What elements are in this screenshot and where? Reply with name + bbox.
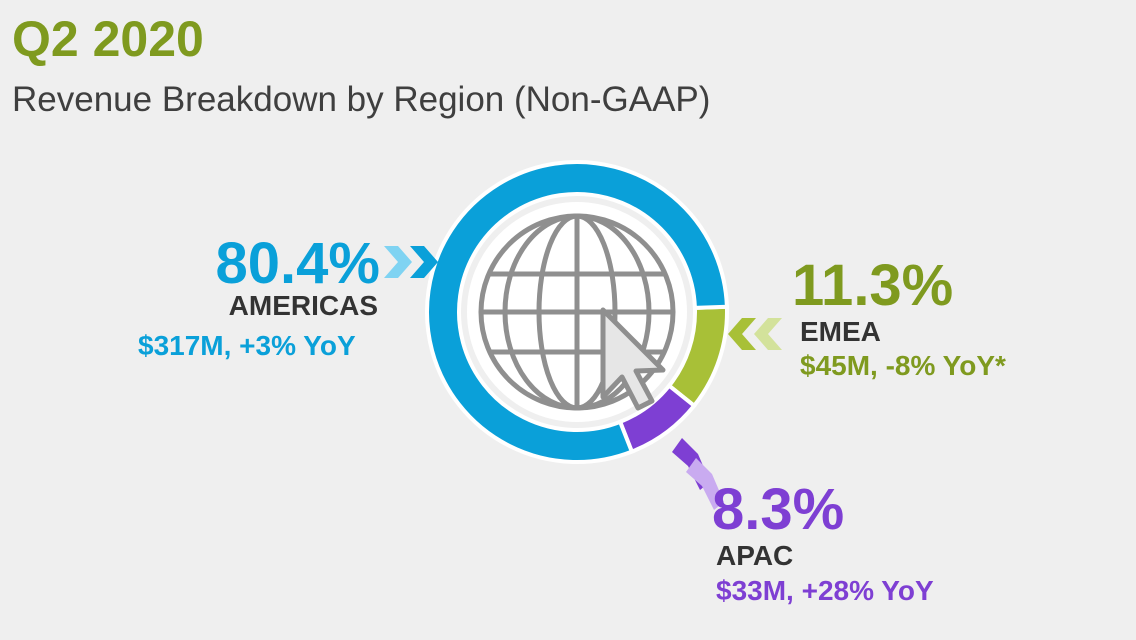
page-title: Q2 2020	[12, 11, 204, 67]
apac-region: APAC	[716, 540, 793, 572]
americas-slice	[425, 160, 729, 464]
americas-value: $317M, +3% YoY	[138, 330, 356, 362]
americas-region-name: AMERICAS	[228, 290, 378, 321]
emea-pointer-icon	[728, 318, 782, 350]
apac-label: 8.3%	[712, 480, 844, 540]
apac-value: $33M, +28% YoY	[716, 575, 934, 607]
americas-value-text: $317M, +3% YoY	[138, 330, 356, 361]
americas-pointer-icon	[384, 246, 438, 278]
emea-value-text: $45M, -8% YoY*	[800, 350, 1006, 381]
americas-label: 80.4%	[120, 234, 380, 294]
donut-ring	[425, 160, 729, 464]
americas-region: AMERICAS	[120, 290, 378, 322]
emea-region: EMEA	[800, 316, 881, 348]
emea-percent: 11.3%	[792, 253, 954, 318]
globe-with-cursor-icon	[467, 202, 687, 422]
apac-percent: 8.3%	[712, 477, 845, 542]
emea-region-name: EMEA	[800, 316, 881, 347]
emea-label: 11.3%	[792, 256, 953, 316]
apac-region-name: APAC	[716, 540, 794, 571]
apac-pointer-icon	[672, 438, 724, 510]
emea-value: $45M, -8% YoY*	[800, 350, 1006, 382]
apac-value-text: $33M, +28% YoY	[716, 575, 934, 606]
americas-percent: 80.4%	[215, 231, 380, 296]
page-subtitle: Revenue Breakdown by Region (Non-GAAP)	[12, 80, 711, 119]
